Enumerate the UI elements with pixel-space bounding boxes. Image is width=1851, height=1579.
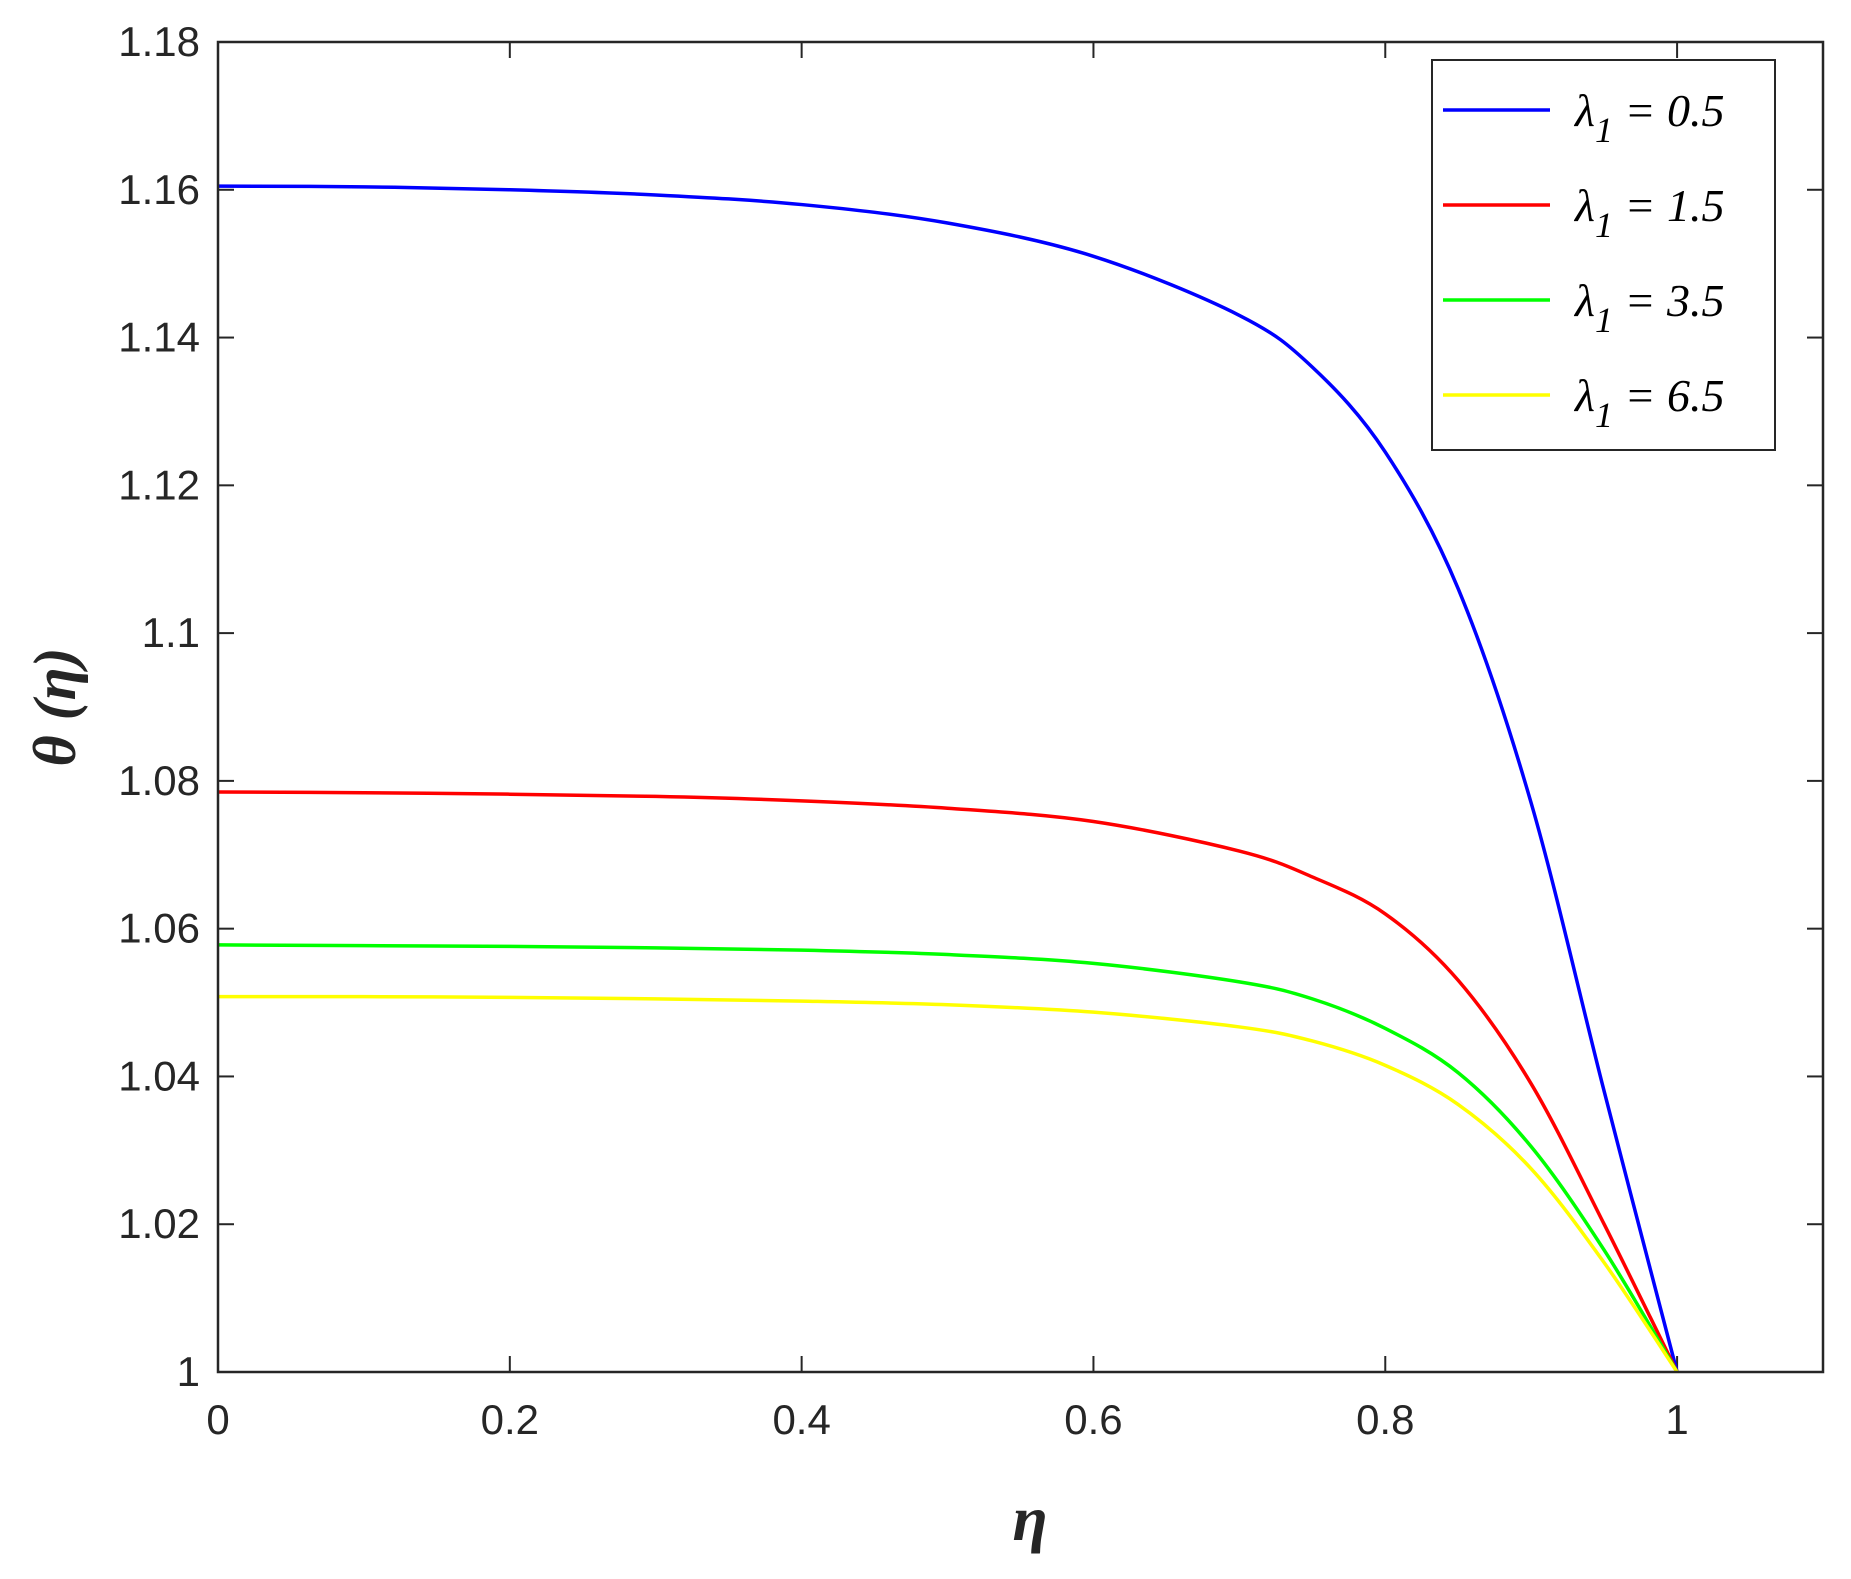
- x-tick-label: 0.6: [1064, 1396, 1122, 1443]
- y-tick-label: 1.06: [118, 905, 200, 952]
- legend-label: λ1 = 0.5: [1573, 85, 1724, 150]
- legend-label: λ1 = 3.5: [1573, 275, 1724, 340]
- series-line-3: [217, 994, 1679, 1373]
- series-line-0: [217, 184, 1679, 1373]
- legend-value: = 6.5: [1613, 370, 1725, 421]
- y-tick-label: 1.18: [118, 18, 200, 65]
- y-tick-label: 1: [177, 1348, 200, 1395]
- x-tick-label: 1: [1665, 1396, 1688, 1443]
- y-tick-label: 1.14: [118, 314, 200, 361]
- y-tick-label: 1.04: [118, 1052, 200, 1099]
- legend-subscript: 1: [1595, 300, 1613, 340]
- legend-symbol: λ: [1573, 85, 1595, 136]
- legend-symbol: λ: [1573, 370, 1595, 421]
- legend-value: = 0.5: [1613, 85, 1725, 136]
- legend-value: = 3.5: [1613, 275, 1725, 326]
- y-tick-label: 1.12: [118, 461, 200, 508]
- y-tick-label: 1.02: [118, 1200, 200, 1247]
- y-tick-label: 1.16: [118, 166, 200, 213]
- tick-labels: 0 0.2 0.4 0.6 0.8 1 1 1.02 1.04 1.06 1.08 1.1 1.12 1.…: [118, 18, 1689, 1443]
- y-tick-label: 1.08: [118, 757, 200, 804]
- legend-box: [1431, 59, 1776, 451]
- legend-symbol: λ: [1573, 180, 1595, 231]
- plot-frame: [216, 40, 1825, 1374]
- series-line-1: [217, 790, 1679, 1373]
- x-tick-label: 0.4: [772, 1396, 830, 1443]
- y-tick-label: 1.1: [142, 609, 200, 656]
- series-line-2: [217, 943, 1679, 1373]
- legend-value: = 1.5: [1613, 180, 1725, 231]
- legend-subscript: 1: [1595, 110, 1613, 150]
- series-lines: [217, 184, 1679, 1373]
- y-axis-label: θ (η): [22, 647, 88, 766]
- legend-symbol: λ: [1573, 275, 1595, 326]
- x-tick-label: 0.2: [481, 1396, 539, 1443]
- legend-label: λ1 = 6.5: [1573, 370, 1724, 435]
- legend: λ1 = 0.5λ1 = 1.5λ1 = 3.5λ1 = 6.5: [1431, 59, 1776, 451]
- legend-subscript: 1: [1595, 395, 1613, 435]
- axis-ticks: [217, 41, 1823, 1373]
- x-tick-label: 0: [206, 1396, 229, 1443]
- x-tick-label: 0.8: [1356, 1396, 1414, 1443]
- legend-subscript: 1: [1595, 205, 1613, 245]
- x-axis-label: η: [1012, 1483, 1047, 1554]
- legend-label: λ1 = 1.5: [1573, 180, 1724, 245]
